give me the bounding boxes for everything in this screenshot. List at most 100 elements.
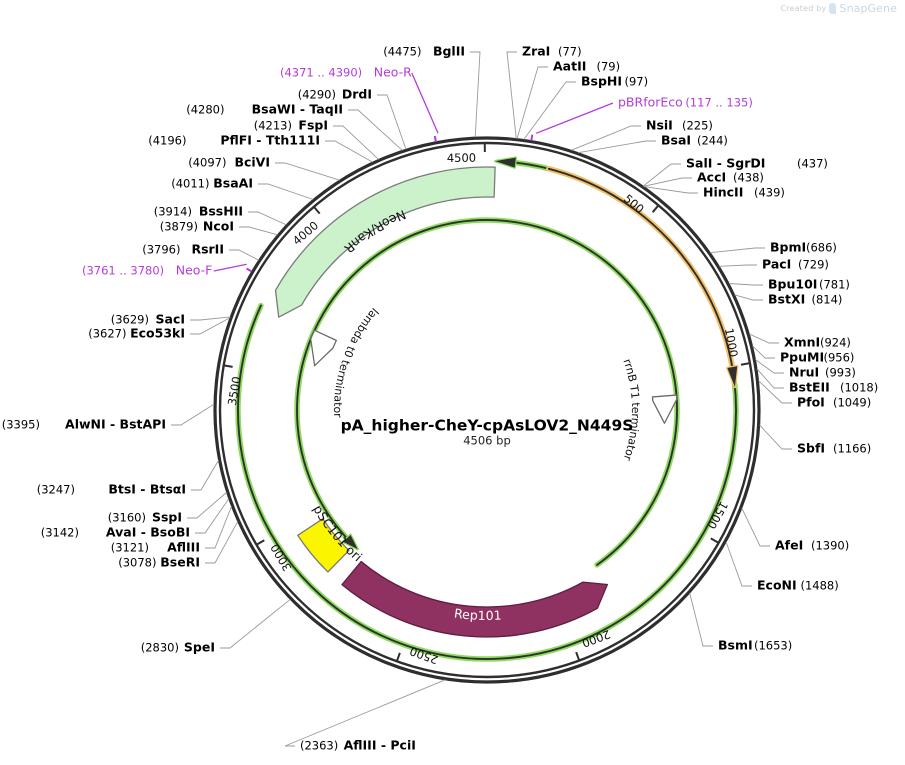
- primer-leader-line: [411, 72, 439, 134]
- leader-line: [571, 125, 641, 151]
- restriction-site-label[interactable]: (814) BstXI: [768, 292, 842, 307]
- outline-arrowhead: [343, 534, 358, 550]
- plasmid-length-label: 4506 bp: [463, 434, 511, 448]
- restriction-site-label[interactable]: (3629) SacI: [111, 312, 185, 327]
- ruler-tick-label: 4500: [447, 151, 476, 165]
- site-position: (2363): [300, 739, 338, 753]
- restriction-site-label[interactable]: (3078) BseRI: [118, 555, 200, 570]
- feature-shape[interactable]: [274, 166, 496, 318]
- enzyme-name: NsiI: [646, 118, 673, 133]
- restriction-site-label[interactable]: (437) SalI - SgrDI: [686, 156, 828, 171]
- restriction-site-label[interactable]: (956)PpuMI: [780, 350, 854, 365]
- restriction-site-label[interactable]: (438) AccI: [697, 170, 764, 185]
- restriction-site-label[interactable]: (2363) AflIII - PciI: [300, 738, 416, 753]
- restriction-site-label[interactable]: (1018) BstEII: [789, 380, 878, 395]
- leader-line: [220, 598, 291, 649]
- restriction-site-label[interactable]: (3627) Eco53kI: [88, 326, 185, 341]
- primer-label[interactable]: (4371 .. 4390) Neo-R: [280, 65, 412, 80]
- restriction-site-label[interactable]: (686)BpmI: [770, 240, 837, 255]
- site-position: (2830): [141, 641, 179, 655]
- enzyme-name: BspHI: [581, 74, 622, 89]
- primer-bracket[interactable]: [246, 267, 253, 273]
- site-position: (3395): [2, 418, 40, 432]
- restriction-site-label[interactable]: (4290) DrdI: [298, 87, 372, 102]
- site-position: (437): [797, 157, 828, 171]
- restriction-site-label[interactable]: (4097) BciVI: [188, 155, 270, 170]
- restriction-site-label[interactable]: (3395) AlwNI - BstAPI: [2, 417, 166, 432]
- restriction-site-label[interactable]: (3879) NcoI: [160, 219, 234, 234]
- primer-range: (4371 .. 4390): [280, 66, 362, 80]
- restriction-site-label[interactable]: (79) AatII: [553, 59, 620, 74]
- primer-label[interactable]: (3761 .. 3780) Neo-F: [82, 263, 212, 278]
- enzyme-name: SpeI: [184, 640, 215, 655]
- restriction-site-label[interactable]: (1653)BsmI: [718, 638, 792, 653]
- leader-line: [506, 51, 517, 139]
- primer-leader-line: [213, 263, 247, 272]
- site-position: (3627): [88, 327, 126, 341]
- site-position: (3796): [142, 243, 180, 257]
- leader-line: [578, 140, 656, 154]
- restriction-site-label[interactable]: (225) NsiI: [646, 118, 713, 133]
- restriction-site-label[interactable]: (77) ZraI: [522, 44, 582, 59]
- primer-range: (117 .. 135): [685, 96, 753, 110]
- enzyme-name: ZraI: [522, 44, 550, 59]
- page-title: pA_higher-CheY-cpAsLOV2_N449S: [341, 417, 634, 435]
- restriction-site-label[interactable]: (3160) SspI: [108, 510, 182, 525]
- leader-line: [239, 226, 278, 236]
- enzyme-name: NruI: [789, 365, 819, 380]
- outline-arrowhead: [727, 366, 738, 387]
- restriction-site-label[interactable]: (781)Bpu10I: [768, 277, 850, 292]
- restriction-site-label[interactable]: (1488) EcoNI: [757, 578, 839, 593]
- enzyme-name: PflFI - Tth111I: [220, 133, 320, 148]
- feature-shape[interactable]: [341, 560, 609, 638]
- restriction-site-label[interactable]: (993) NruI: [789, 365, 856, 380]
- site-position: (79): [597, 60, 621, 74]
- site-position: (1166): [833, 442, 871, 456]
- outline-arrow-line: [296, 219, 678, 566]
- enzyme-name: AfeI: [775, 538, 803, 553]
- restriction-site-label[interactable]: (1049) PfoI: [797, 395, 871, 410]
- restriction-site-label[interactable]: (3121) AflIII: [111, 540, 200, 555]
- site-position: (3160): [108, 511, 146, 525]
- site-position: (1018): [840, 381, 878, 395]
- restriction-site-label[interactable]: (3796) RsrII: [142, 242, 224, 257]
- restriction-site-label[interactable]: (4011) BsaAI: [171, 176, 253, 191]
- enzyme-name: PfoI: [797, 395, 825, 410]
- site-position: (4213): [254, 119, 292, 133]
- feature-shape[interactable]: [297, 518, 350, 573]
- primer-name: pBRforEco: [618, 95, 683, 110]
- primer-label[interactable]: (117 .. 135)pBRforEco: [618, 95, 753, 110]
- restriction-site-label[interactable]: (729) PacI: [762, 257, 829, 272]
- site-position: (3914): [154, 205, 192, 219]
- ruler-tick: [395, 652, 401, 662]
- restriction-site-label[interactable]: (1390) AfeI: [775, 538, 849, 553]
- leader-line: [734, 294, 763, 301]
- leader-line: [470, 51, 481, 138]
- leader-line: [325, 140, 373, 163]
- restriction-site-label[interactable]: (4280) BsaWI - TaqII: [186, 102, 343, 117]
- snapgene-watermark: Created by SnapGene: [780, 2, 897, 15]
- restriction-site-label[interactable]: (3247) BtsI - BtsαI: [37, 482, 186, 497]
- leader-line: [756, 368, 784, 389]
- restriction-site-label[interactable]: (3142) AvaI - BsoBI: [41, 525, 190, 540]
- restriction-site-label[interactable]: (97)BspHI: [581, 74, 648, 89]
- primer-bracket[interactable]: [433, 135, 437, 143]
- restriction-site-label[interactable]: (924)XmnI: [784, 335, 851, 350]
- restriction-site-label[interactable]: (2830) SpeI: [141, 640, 215, 655]
- ruler-tick: [256, 539, 265, 546]
- restriction-site-label[interactable]: (4213) FspI: [254, 118, 328, 133]
- feature-shape[interactable]: [310, 329, 337, 367]
- enzyme-name: AatII: [553, 59, 586, 74]
- restriction-site-label[interactable]: (4196) PflFI - Tth111I: [148, 133, 320, 148]
- restriction-site-label[interactable]: (3914) BssHII: [154, 204, 243, 219]
- primer-name: Neo-F: [176, 263, 213, 278]
- restriction-site-label[interactable]: (1166) SbfI: [797, 441, 871, 456]
- primer-bracket[interactable]: [530, 134, 534, 141]
- feature-shape[interactable]: [651, 394, 678, 424]
- restriction-site-label[interactable]: (4475) BglII: [383, 44, 465, 59]
- backbone-circle: [218, 141, 756, 679]
- restriction-site-label[interactable]: (439) HincII: [703, 185, 785, 200]
- site-position: (686): [806, 241, 837, 255]
- restriction-site-label[interactable]: (244) BsaI: [661, 133, 728, 148]
- leader-line: [689, 592, 713, 647]
